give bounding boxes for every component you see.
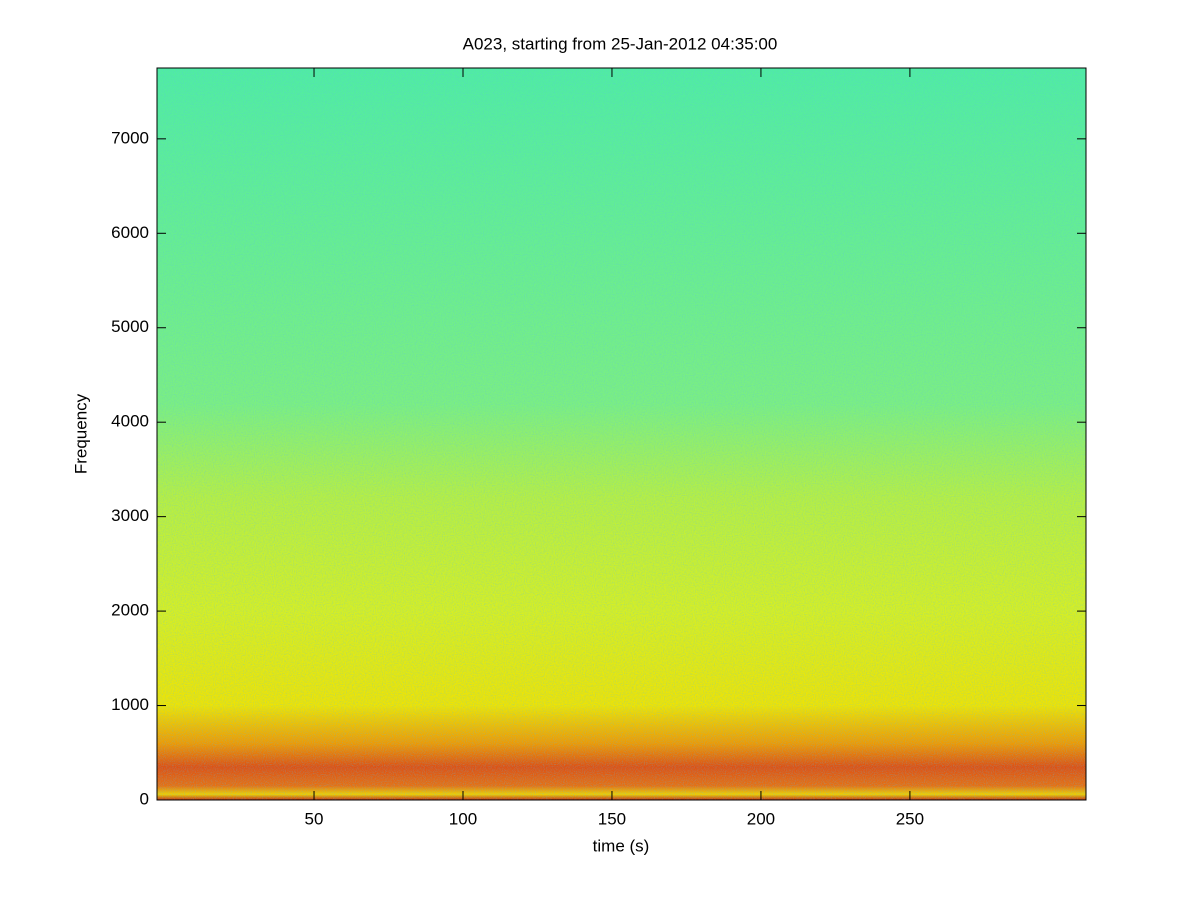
chart-title: A023, starting from 25-Jan-2012 04:35:00 bbox=[463, 34, 778, 53]
x-tick-label: 100 bbox=[449, 809, 477, 828]
y-tick-label: 7000 bbox=[111, 128, 149, 147]
y-tick-label: 0 bbox=[140, 789, 149, 808]
x-tick-label: 250 bbox=[896, 809, 924, 828]
y-tick-label: 3000 bbox=[111, 506, 149, 525]
y-tick-label: 4000 bbox=[111, 412, 149, 431]
y-tick-label: 5000 bbox=[111, 317, 149, 336]
y-axis-label: Frequency bbox=[71, 393, 90, 474]
y-tick-label: 2000 bbox=[111, 601, 149, 620]
x-tick-label: 200 bbox=[747, 809, 775, 828]
x-axis-label: time (s) bbox=[593, 836, 650, 855]
y-tick-label: 1000 bbox=[111, 695, 149, 714]
x-tick-label: 150 bbox=[598, 809, 626, 828]
y-tick-label: 6000 bbox=[111, 223, 149, 242]
spectrogram-noise bbox=[157, 68, 1086, 800]
plot-frame bbox=[156, 67, 1087, 801]
x-tick-label: 50 bbox=[305, 809, 324, 828]
